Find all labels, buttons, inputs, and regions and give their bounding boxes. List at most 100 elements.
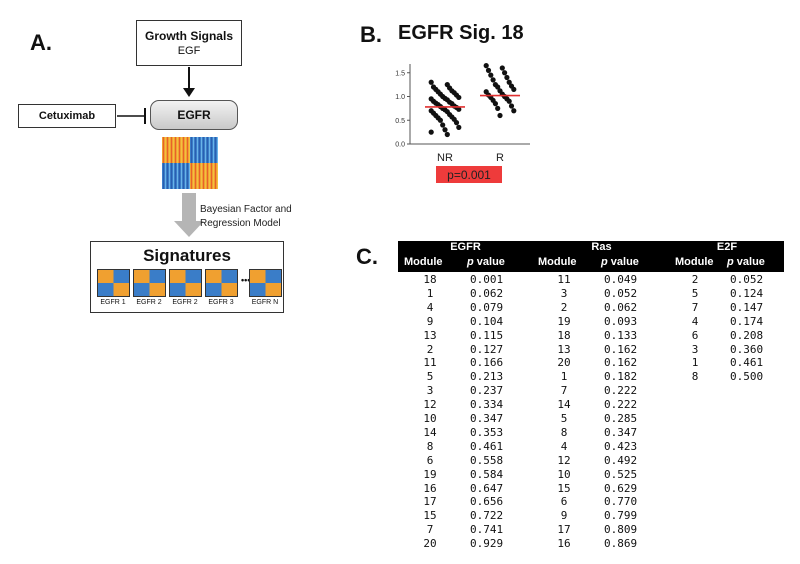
data-point (502, 70, 508, 76)
signature-heatmap-2 (133, 269, 166, 297)
column-header-p-value: p value (727, 256, 765, 268)
module-cell: 5 (691, 286, 699, 300)
module-cell: 9 (560, 509, 568, 523)
data-point (485, 67, 492, 73)
module-cell: 5 (560, 412, 568, 425)
p-value-cell: 0.062 (470, 286, 504, 300)
data-point (444, 131, 450, 138)
column-header-module: Module (675, 256, 714, 268)
p-value-cell: 0.062 (604, 300, 638, 314)
module-cell: 3 (691, 342, 699, 356)
cetuximab-label: Cetuximab (38, 110, 96, 122)
p-value-cell: 0.104 (470, 314, 504, 328)
p-value-cell: 0.237 (470, 384, 504, 398)
data-point (506, 98, 512, 104)
module-cell: 10 (423, 412, 437, 425)
p-value-cell: 0.584 (470, 467, 504, 481)
data-point (428, 129, 434, 135)
p-value-cell: 0.079 (470, 300, 504, 314)
data-point (442, 127, 448, 133)
module-cell: 2 (691, 273, 699, 286)
p-value-cell: 0.347 (604, 425, 638, 439)
x-tick-label: NR (437, 152, 453, 164)
p-value-cell: 0.222 (604, 384, 638, 398)
signature-heatmap-3 (169, 269, 202, 297)
chart-title: EGFR Sig. 18 (398, 22, 524, 44)
diagram-connectors (117, 67, 204, 237)
p-value-cell: 0.656 (470, 495, 504, 509)
module-cell: 6 (426, 453, 434, 467)
module-cell: 3 (560, 286, 568, 300)
data-point (428, 79, 434, 85)
module-cell: 13 (423, 328, 437, 342)
model-caption-line2: Regression Model (200, 218, 281, 229)
data-point (495, 84, 501, 90)
p-value-cell: 0.629 (604, 481, 638, 495)
signatures-box: Signatures ••• EGFR 1 EGFR 2 EGFR 2 EGFR… (90, 241, 284, 313)
p-value-cell: 0.162 (604, 356, 638, 370)
module-cell: 12 (557, 453, 571, 467)
p-value-cell: 0.558 (470, 453, 504, 467)
module-cell: 7 (691, 300, 699, 314)
growth-signals-sub: EGF (177, 45, 201, 57)
panel-label-b: B. (360, 22, 382, 47)
module-cell: 13 (557, 342, 571, 356)
data-point (456, 106, 462, 112)
p-value-cell: 0.722 (470, 509, 504, 523)
egfr-receptor: EGFR (150, 100, 238, 130)
data-point (483, 63, 489, 69)
column-header-module: Module (404, 256, 443, 268)
module-cell: 5 (426, 370, 434, 384)
data-point (499, 65, 505, 71)
p-value-cell: 0.285 (604, 412, 638, 425)
p-value-cell: 0.222 (604, 398, 638, 412)
p-value-cell: 0.929 (470, 537, 504, 551)
data-point (511, 108, 517, 114)
module-cell: 9 (426, 314, 434, 328)
signature-label: EGFR 2 (136, 299, 162, 306)
p-value-cell: 0.174 (730, 314, 764, 328)
data-point (511, 86, 517, 92)
module-cell: 14 (423, 425, 437, 439)
module-cell: 2 (426, 342, 434, 356)
p-value-cell: 0.049 (604, 273, 638, 286)
signature-heatmap-n (249, 269, 282, 297)
signature-label: EGFR 3 (208, 299, 234, 306)
data-point (437, 117, 443, 123)
egfr-receptor-label: EGFR (177, 108, 211, 122)
module-cell: 1 (560, 370, 568, 384)
p-value-cell: 0.213 (470, 370, 504, 384)
module-cell: 10 (557, 467, 571, 481)
panel-label-c: C. (356, 244, 378, 269)
table-group-header: E2F (716, 241, 738, 253)
p-value-cell: 0.492 (604, 453, 638, 467)
p-value-cell: 0.334 (470, 398, 504, 412)
data-point (440, 122, 446, 128)
module-cell: 15 (423, 509, 437, 523)
model-caption-line1: Bayesian Factor and (200, 204, 292, 215)
data-point (490, 77, 496, 83)
column-header-p-value: p value (601, 256, 639, 268)
table-group-header: EGFR (450, 241, 481, 253)
p-value-cell: 0.770 (604, 495, 638, 509)
module-cell: 19 (423, 467, 437, 481)
gray-arrow-down-icon (174, 221, 204, 237)
p-value-cell: 0.461 (730, 356, 764, 370)
p-value-cell: 0.525 (604, 467, 638, 481)
signature-label: EGFR 2 (172, 299, 198, 306)
module-cell: 20 (423, 537, 437, 551)
p-value-cell: 0.809 (604, 523, 638, 537)
p-value-cell: 0.741 (470, 523, 504, 537)
module-cell: 8 (426, 439, 434, 453)
p-value-cell: 0.461 (470, 439, 504, 453)
p-value-cell: 0.360 (730, 342, 764, 356)
y-tick-label: 0.0 (395, 142, 405, 149)
module-cell: 4 (426, 300, 434, 314)
module-cell: 18 (423, 273, 437, 286)
p-value-cell: 0.127 (470, 342, 504, 356)
p-value-cell: 0.647 (470, 481, 504, 495)
pvalue-badge: p=0.001 (436, 166, 502, 183)
data-point (495, 105, 501, 111)
p-value-cell: 0.799 (604, 509, 638, 523)
